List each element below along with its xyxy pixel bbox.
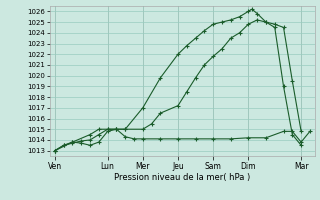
X-axis label: Pression niveau de la mer( hPa ): Pression niveau de la mer( hPa )	[114, 173, 251, 182]
